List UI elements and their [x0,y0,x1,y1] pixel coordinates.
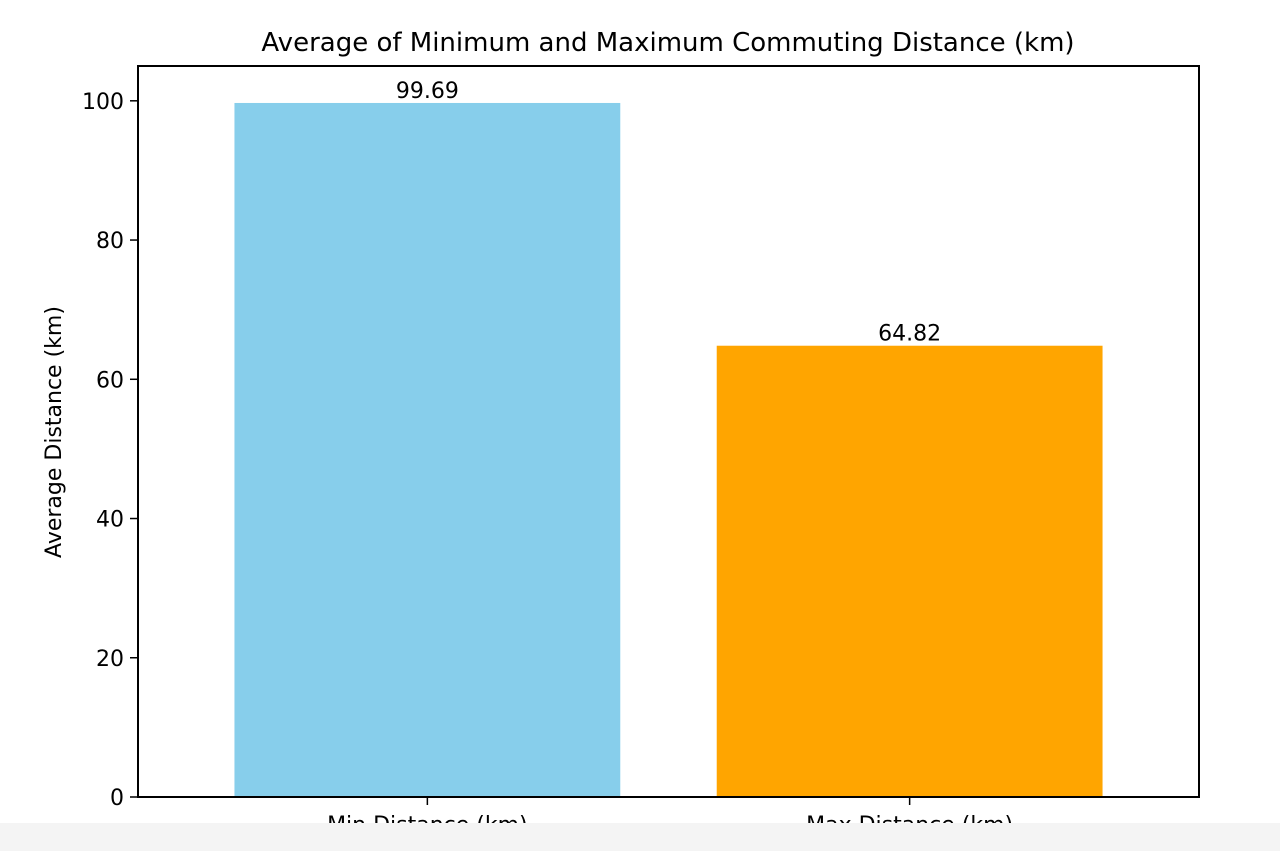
y-tick-label: 80 [96,229,124,254]
y-tick-label: 20 [96,647,124,672]
bar-value-label: 64.82 [878,322,941,347]
bar-max-distance-km [716,345,1103,797]
y-axis-ticks: 0 20 40 60 80 100 [82,90,138,811]
y-tick-label: 40 [96,508,124,533]
value-labels-layer: 99.69 64.82 [396,79,941,347]
plot-frame [137,65,1200,798]
bar-min-distance-km [234,102,621,797]
y-axis-label: Average Distance (km) [42,306,67,558]
y-tick-label: 100 [82,90,124,115]
chart-title: Average of Minimum and Maximum Commuting… [261,28,1074,58]
bottom-strip [0,823,1280,851]
y-tick-label: 60 [96,368,124,393]
y-tick-label: 0 [110,786,124,811]
bars-layer [234,102,1103,797]
bar-value-label: 99.69 [396,79,459,104]
